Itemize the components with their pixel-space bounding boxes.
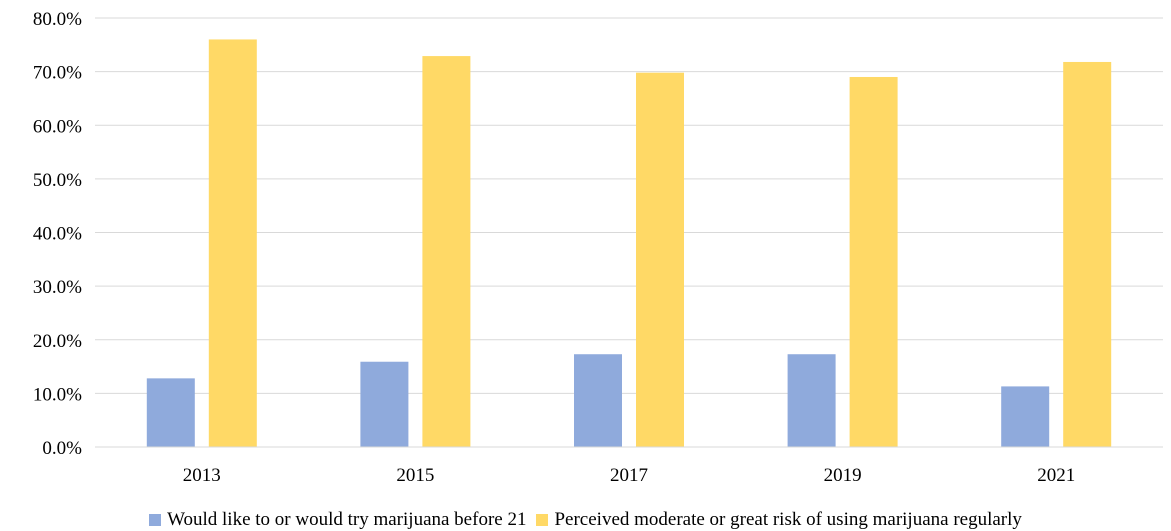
bar-series-2-2021 [1063, 61, 1112, 447]
bar-series-1-2019 [787, 354, 836, 447]
y-tick-label: 80.0% [33, 9, 82, 30]
y-tick-label: 0.0% [42, 438, 82, 459]
bar-series-1-2021 [1001, 386, 1050, 447]
x-tick-label: 2015 [396, 465, 434, 486]
x-axis-tick-labels: 2013 2015 2017 2019 2021 [183, 465, 1075, 486]
legend-label-series-2: Perceived moderate or great risk of usin… [554, 509, 1022, 530]
legend-label-series-1: Would like to or would try marijuana bef… [167, 509, 527, 530]
y-axis-tick-labels: 0.0% 10.0% 20.0% 30.0% 40.0% 50.0% 60.0% 70.0% 8… [33, 9, 82, 459]
gridlines [95, 17, 1163, 394]
legend-item-series-2: Perceived moderate or great risk of usin… [536, 509, 1022, 531]
y-tick-label: 50.0% [33, 170, 82, 191]
y-tick-label: 60.0% [33, 116, 82, 137]
legend-swatch-series-1 [149, 514, 162, 526]
bar-series-2-2017 [636, 72, 684, 447]
x-tick-label: 2019 [824, 465, 862, 486]
bar-series-1-2017 [574, 354, 622, 447]
bar-series-2-2015 [422, 56, 471, 447]
y-tick-label: 40.0% [33, 224, 82, 245]
bar-series-2-2019 [849, 76, 898, 448]
x-tick-label: 2021 [1037, 465, 1075, 486]
y-tick-label: 30.0% [33, 277, 82, 298]
bar-series-1-2013 [146, 378, 195, 447]
bar-chart: 0.0% 10.0% 20.0% 30.0% 40.0% 50.0% 60.0% 70.0% 8… [33, 9, 1163, 486]
y-tick-label: 20.0% [33, 331, 82, 352]
x-tick-label: 2013 [183, 465, 221, 486]
legend: Would like to or would try marijuana bef… [0, 509, 1171, 531]
bars [146, 39, 1112, 448]
y-tick-label: 10.0% [33, 384, 82, 405]
y-tick-label: 70.0% [33, 63, 82, 84]
x-tick-label: 2017 [610, 465, 648, 486]
legend-item-series-1: Would like to or would try marijuana bef… [149, 509, 526, 531]
legend-swatch-series-2 [536, 514, 549, 526]
bar-series-2-2013 [208, 39, 257, 447]
bar-series-1-2015 [360, 361, 409, 447]
